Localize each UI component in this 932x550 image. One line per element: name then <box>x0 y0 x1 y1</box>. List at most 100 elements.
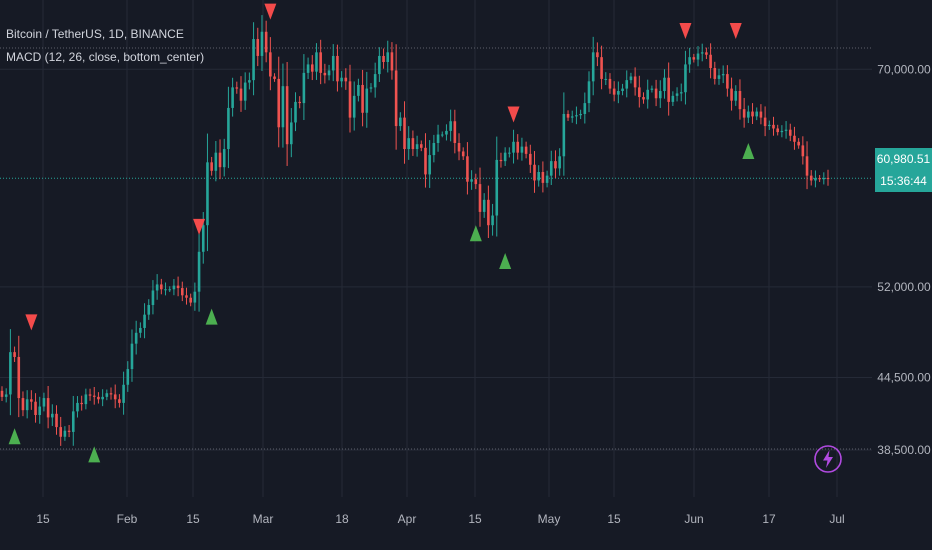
candle <box>97 392 100 404</box>
time-axis[interactable]: 15 Feb 15 Mar 18 Apr 15 May 15 Jun 17 Jul <box>36 512 844 526</box>
candle <box>180 281 184 302</box>
candle <box>34 393 37 423</box>
candle <box>160 278 163 295</box>
candle <box>549 150 553 185</box>
candle <box>524 141 528 159</box>
sell-signal-marker <box>507 106 520 123</box>
candle <box>281 63 285 148</box>
time-tick-label: 18 <box>335 512 349 526</box>
price-tick-label: 44,500.00 <box>877 371 931 385</box>
candle <box>688 47 691 73</box>
candle <box>671 91 675 106</box>
candle <box>419 140 423 152</box>
candle <box>109 387 113 400</box>
price-axis[interactable]: 38,500.00 44,500.00 52,000.00 70,000.00 <box>875 62 932 457</box>
candle <box>239 76 243 112</box>
candle <box>378 47 381 82</box>
candle <box>298 96 301 109</box>
time-tick-label: Jul <box>829 512 844 526</box>
candle <box>130 329 134 382</box>
candle <box>231 77 234 117</box>
candle <box>675 87 679 102</box>
candle <box>227 86 230 169</box>
candle <box>579 109 582 120</box>
candle <box>424 133 427 188</box>
candle <box>118 394 121 408</box>
candle <box>633 67 637 96</box>
candle <box>382 48 385 69</box>
candle <box>755 107 759 121</box>
sell-signal-marker <box>729 23 742 40</box>
candle <box>348 64 352 133</box>
candle <box>499 152 503 168</box>
time-tick-label: Mar <box>253 512 274 526</box>
candle <box>788 123 792 142</box>
candle <box>252 22 255 96</box>
candle <box>436 124 440 152</box>
legend-indicator-title[interactable]: MACD (12, 26, close, bottom_center) <box>6 50 205 64</box>
time-tick-label: 15 <box>607 512 621 526</box>
candle <box>545 170 549 188</box>
candle <box>143 303 146 339</box>
candle <box>491 203 494 236</box>
candle <box>21 391 25 417</box>
candle <box>139 322 142 338</box>
candle <box>717 68 721 85</box>
time-tick-label: May <box>538 512 561 526</box>
candle <box>453 109 457 154</box>
candle <box>487 185 490 238</box>
candle <box>583 92 587 124</box>
sell-signal-marker <box>264 3 277 20</box>
candle <box>256 27 260 67</box>
candle <box>591 36 595 96</box>
candle <box>474 173 478 190</box>
candle <box>285 61 289 166</box>
candle <box>302 54 306 121</box>
candle <box>151 280 155 315</box>
candle <box>440 131 444 138</box>
candle <box>533 151 536 193</box>
candle <box>587 71 591 113</box>
candle-layer <box>0 15 830 446</box>
candle <box>767 120 771 130</box>
candle <box>814 170 817 188</box>
current-price-badge: 60,980.51 <box>876 152 931 166</box>
candle <box>92 387 96 405</box>
candle <box>248 72 251 90</box>
candle <box>482 193 486 218</box>
candle <box>331 44 335 82</box>
candle <box>390 42 394 80</box>
candle <box>700 43 704 62</box>
price-tick-label: 52,000.00 <box>877 280 931 294</box>
buy-signal-marker <box>8 428 21 445</box>
candle <box>25 390 29 419</box>
candle <box>399 112 402 131</box>
candle <box>742 97 746 128</box>
candle <box>222 138 226 177</box>
bar-countdown-badge: 15:36:44 <box>880 174 927 188</box>
candle <box>71 395 75 446</box>
buy-signal-marker <box>742 142 755 159</box>
candle <box>269 37 272 91</box>
candle <box>684 50 687 105</box>
candle <box>155 274 159 300</box>
candle <box>763 106 767 137</box>
candle <box>147 299 151 320</box>
time-tick-label: 15 <box>468 512 482 526</box>
candle <box>709 43 712 79</box>
candle <box>621 83 624 96</box>
lightning-bolt-icon[interactable] <box>813 444 843 474</box>
candle <box>457 133 461 161</box>
candle <box>529 144 532 173</box>
buy-signal-marker <box>469 225 482 242</box>
sell-signal-marker <box>679 23 692 40</box>
buy-signal-marker <box>205 308 218 325</box>
candle <box>629 72 633 84</box>
candle <box>608 73 612 94</box>
candle <box>67 424 71 438</box>
time-tick-label: Feb <box>117 512 138 526</box>
legend-symbol-title[interactable]: Bitcoin / TetherUS, 1D, BINANCE <box>6 27 184 41</box>
time-tick-label: 15 <box>186 512 200 526</box>
